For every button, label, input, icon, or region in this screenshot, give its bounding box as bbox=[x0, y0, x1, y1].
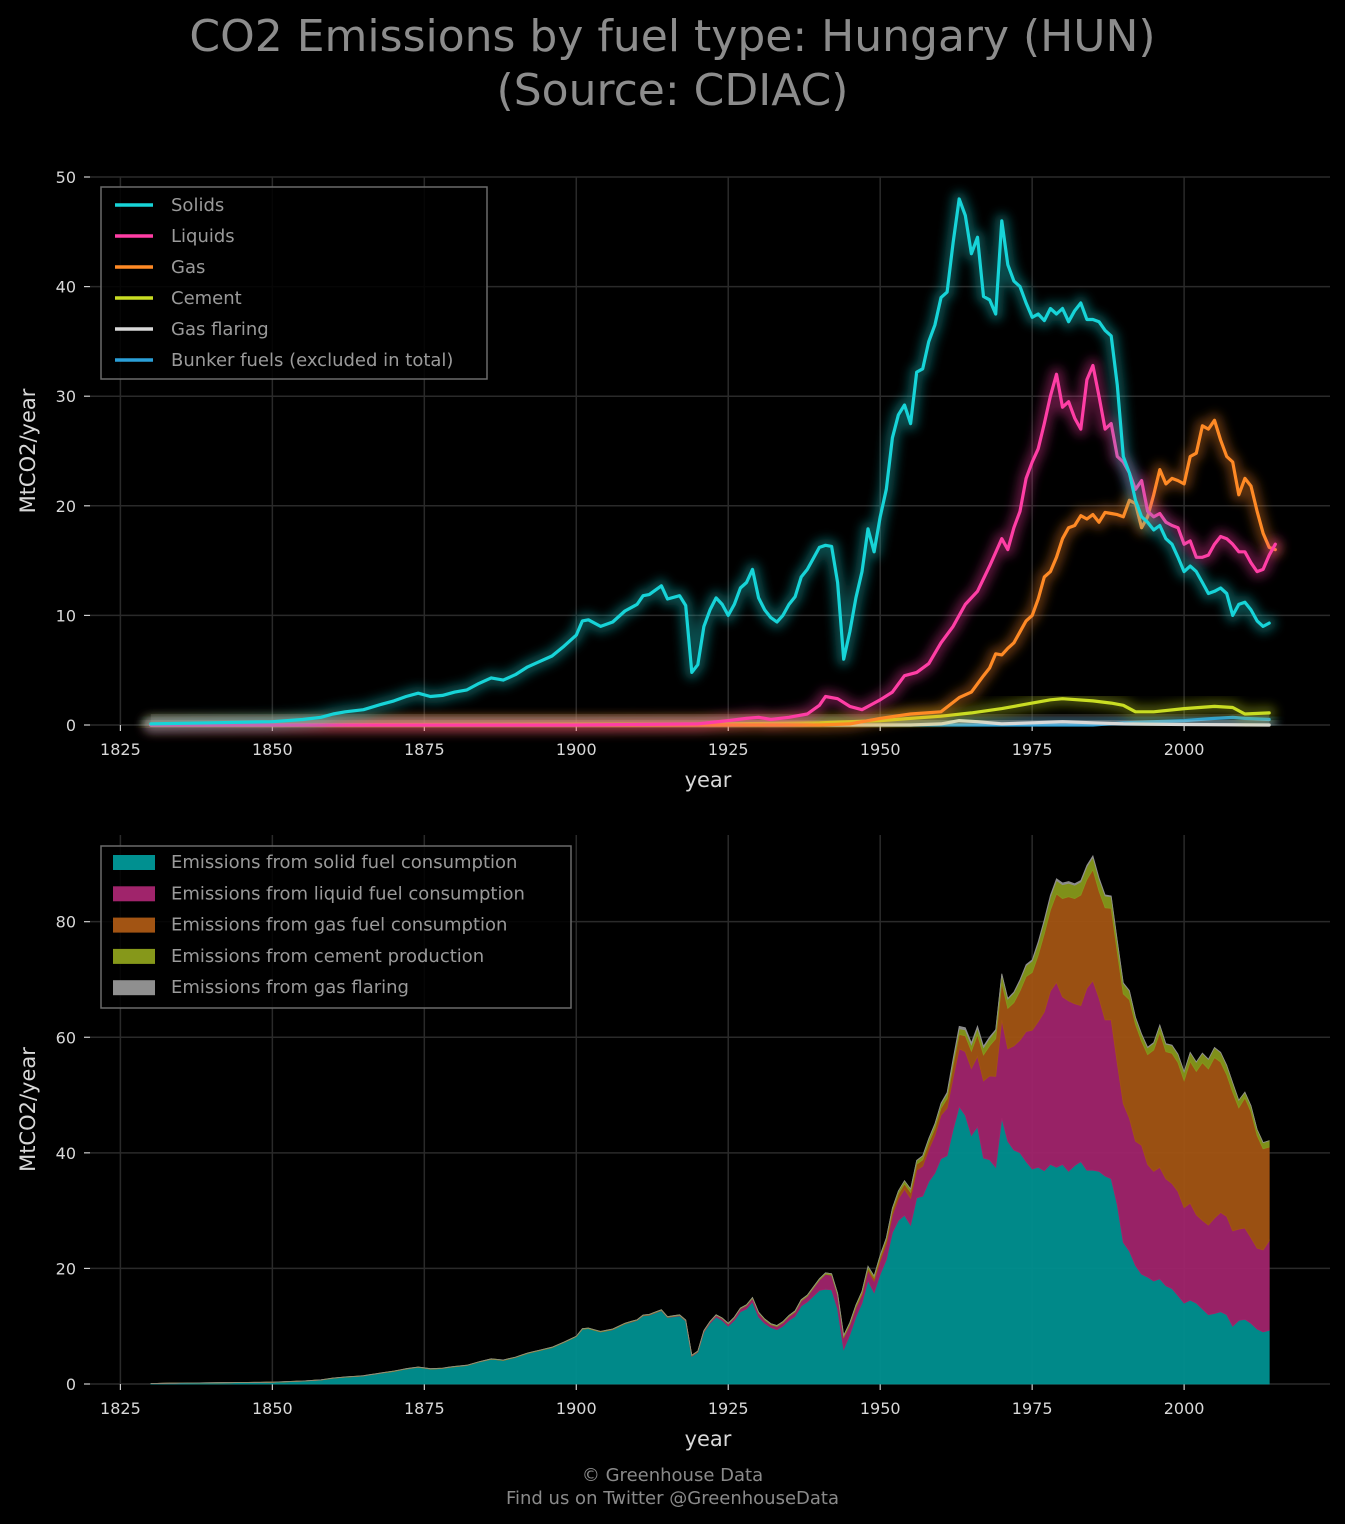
top-xtick-label: 1825 bbox=[100, 740, 141, 759]
bottom-y-axis-label: MtCO2/year bbox=[16, 1047, 40, 1172]
top-ytick-label: 50 bbox=[56, 168, 76, 187]
top-xtick-label: 1875 bbox=[404, 740, 445, 759]
series-glow-1 bbox=[143, 358, 1283, 732]
bottom-ytick-label: 80 bbox=[56, 913, 76, 932]
top-ytick-label: 10 bbox=[56, 606, 76, 625]
bottom-xtick-label: 2000 bbox=[1164, 1399, 1205, 1418]
top-ytick-label: 0 bbox=[66, 716, 76, 735]
top-xtick-label: 2000 bbox=[1164, 740, 1205, 759]
top-xtick-label: 1975 bbox=[1012, 740, 1053, 759]
series-line-0 bbox=[149, 197, 1271, 726]
bottom-ytick-label: 40 bbox=[56, 1144, 76, 1163]
legend-label-top-3: Cement bbox=[171, 288, 242, 309]
series-line-1 bbox=[149, 363, 1277, 727]
legend-label-top-5: Bunker fuels (excluded in total) bbox=[171, 350, 453, 371]
series-line-2 bbox=[149, 418, 1277, 727]
bottom-xtick-label: 1850 bbox=[252, 1399, 293, 1418]
legend-swatch-bottom-0 bbox=[113, 855, 155, 870]
bottom-ytick-label: 0 bbox=[66, 1375, 76, 1394]
legend-label-top-4: Gas flaring bbox=[171, 319, 269, 340]
top-line-chart: 1825 1850 1875 1900 1925 1950 1975 2000 0 10 20 30 4… bbox=[16, 168, 1330, 792]
legend-label-top-2: Gas bbox=[171, 257, 205, 278]
area-series-4 bbox=[150, 854, 1270, 1384]
top-ytick-label: 30 bbox=[56, 387, 76, 406]
series-line-4 bbox=[149, 719, 1271, 727]
chart-title: CO2 Emissions by fuel type: Hungary (HUN… bbox=[0, 10, 1345, 118]
footer-twitter: Find us on Twitter @GreenhouseData bbox=[505, 1488, 840, 1509]
footer: © Greenhouse Data Find us on Twitter @Gr… bbox=[0, 1464, 1345, 1510]
chart-title-line1: CO2 Emissions by fuel type: Hungary (HUN… bbox=[189, 11, 1156, 62]
bottom-legend-frame bbox=[100, 845, 572, 1009]
legend-label-bottom-3: Emissions from cement production bbox=[171, 946, 484, 967]
legend-swatch-bottom-3 bbox=[113, 948, 155, 964]
bottom-xtick-label: 1825 bbox=[100, 1399, 141, 1418]
bottom-xtick-label: 1900 bbox=[556, 1399, 597, 1418]
top-legend-frame bbox=[100, 186, 488, 380]
legend-label-bottom-4: Emissions from gas flaring bbox=[171, 977, 409, 998]
legend-swatch-bottom-2 bbox=[113, 917, 155, 933]
legend-label-top-0: Solids bbox=[171, 195, 224, 216]
bottom-legend: Emissions from solid fuel consumption Emi… bbox=[100, 845, 572, 1009]
bottom-x-axis-label: year bbox=[685, 1427, 732, 1451]
top-xtick-label: 1850 bbox=[252, 740, 293, 759]
series-glow-2 bbox=[143, 413, 1283, 732]
bottom-xtick-label: 1975 bbox=[1012, 1399, 1053, 1418]
bottom-xtick-label: 1875 bbox=[404, 1399, 445, 1418]
top-xtick-label: 1900 bbox=[556, 740, 597, 759]
legend-swatch-bottom-1 bbox=[113, 886, 155, 902]
footer-copyright: © Greenhouse Data bbox=[581, 1465, 764, 1486]
bottom-ytick-label: 20 bbox=[56, 1259, 76, 1278]
top-x-axis-label: year bbox=[685, 768, 732, 792]
bottom-area-chart: 1825 1850 1875 1900 1925 1950 1975 2000 0 20 40 60 8… bbox=[16, 835, 1330, 1451]
top-ytick-label: 20 bbox=[56, 497, 76, 516]
bottom-xtick-label: 1925 bbox=[708, 1399, 749, 1418]
legend-label-bottom-0: Emissions from solid fuel consumption bbox=[171, 852, 517, 873]
bottom-ytick-label: 60 bbox=[56, 1028, 76, 1047]
legend-swatch-bottom-4 bbox=[113, 980, 155, 996]
legend-label-bottom-2: Emissions from gas fuel consumption bbox=[171, 915, 507, 936]
legend-label-bottom-1: Emissions from liquid fuel consumption bbox=[171, 883, 525, 904]
top-y-axis-label: MtCO2/year bbox=[16, 388, 40, 513]
top-xtick-label: 1925 bbox=[708, 740, 749, 759]
chart-title-line2: (Source: CDIAC) bbox=[496, 65, 849, 116]
legend-label-top-1: Liquids bbox=[171, 226, 235, 247]
top-legend: Solids Liquids Gas Cement Gas flaring Bunker … bbox=[100, 186, 488, 380]
bottom-xtick-label: 1950 bbox=[860, 1399, 901, 1418]
top-xtick-label: 1950 bbox=[860, 740, 901, 759]
top-ytick-label: 40 bbox=[56, 278, 76, 297]
